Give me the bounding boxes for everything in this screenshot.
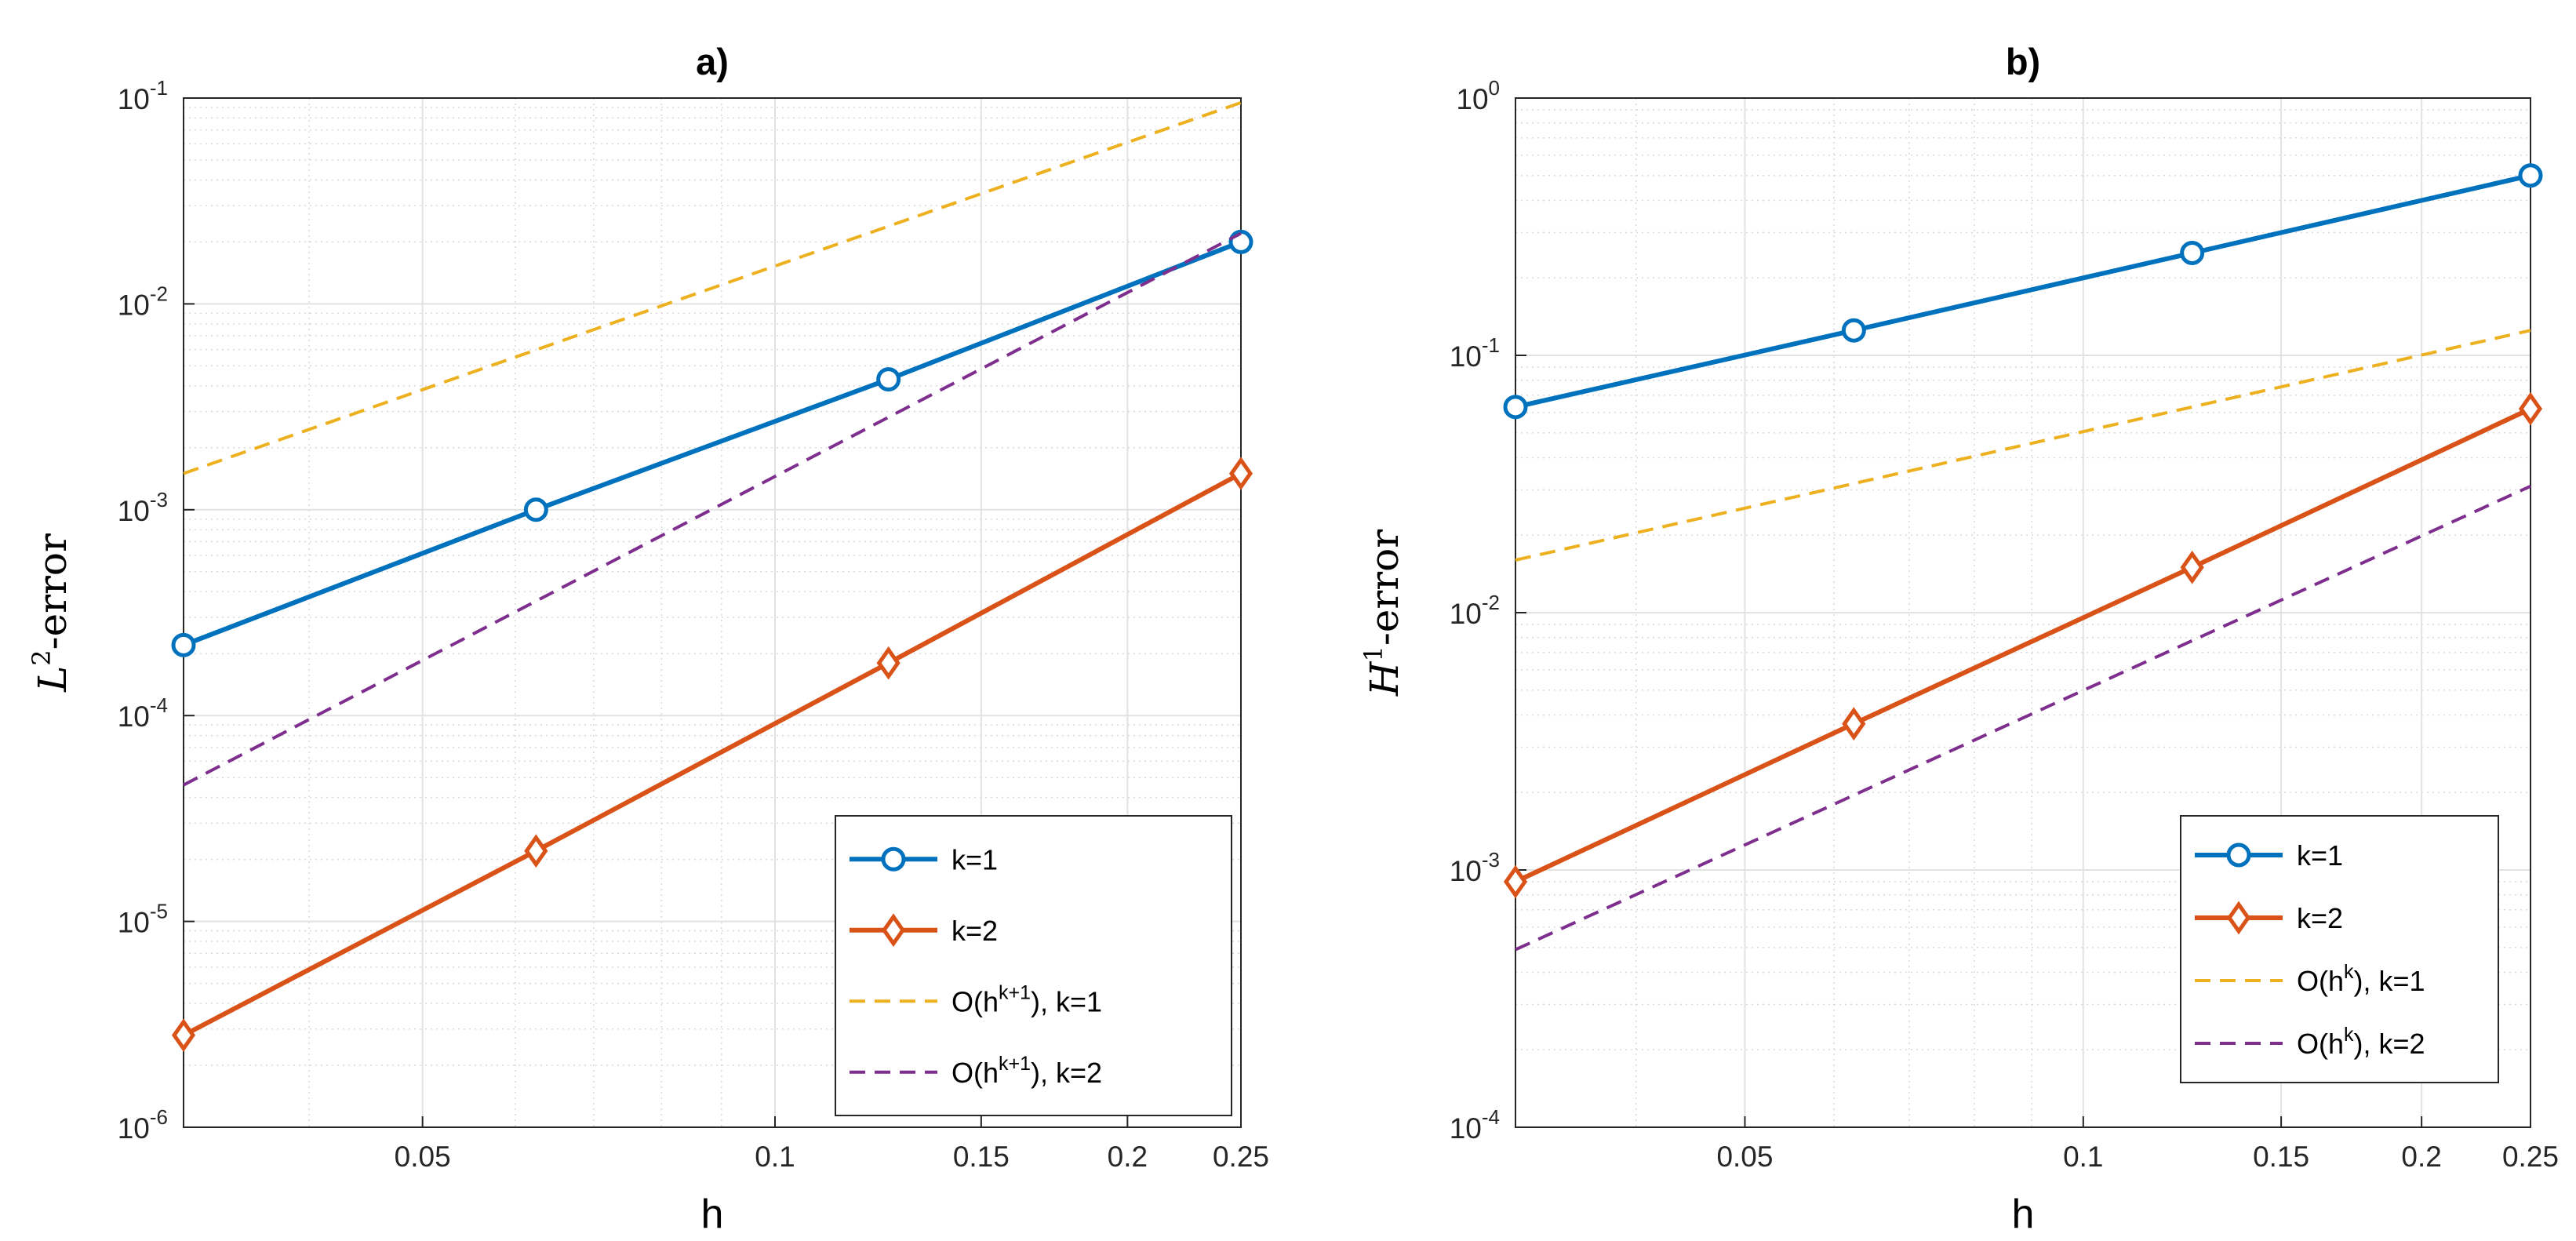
- y-tick-label: 10-4: [1450, 1105, 1500, 1145]
- legend-marker: [881, 846, 906, 872]
- series-3: [1515, 329, 2531, 562]
- y-tick-label: 10-2: [1450, 591, 1500, 630]
- data-point: [1503, 395, 1528, 420]
- legend-label: O(hk+1), k=2: [951, 1053, 1102, 1089]
- series-line: [183, 231, 1242, 787]
- legend-label: k=1: [2297, 839, 2343, 872]
- legend-label: k=1: [951, 843, 998, 875]
- series-line: [1515, 484, 2531, 952]
- y-axis-label: H1-error: [1359, 530, 1407, 697]
- y-tick-label: 10-5: [118, 900, 168, 939]
- y-tick-label: 10-3: [1450, 848, 1500, 887]
- data-point: [171, 632, 196, 657]
- data-point: [171, 1018, 196, 1053]
- x-tick-label: 0.05: [1716, 1141, 1773, 1173]
- data-point: [2180, 550, 2204, 584]
- panel-b: 0.05 0.1 0.15 0.2 0.25 10-4 10-3 10-2 10-1 100 b) h…: [1359, 41, 2559, 1237]
- data-point: [876, 646, 901, 680]
- legend-label: O(hk), k=2: [2297, 1024, 2425, 1060]
- series-line: [183, 100, 1242, 475]
- series-4: [1515, 484, 2531, 952]
- legend: k=1 k=2 O(hk+1), k=1 O(hk+1), k=2: [835, 815, 1232, 1116]
- x-tick-label: 0.1: [755, 1141, 795, 1173]
- y-tick-label: 10-1: [118, 76, 168, 115]
- y-tick-label: 10-3: [118, 488, 168, 527]
- series-2: [171, 457, 1253, 1053]
- data-point: [524, 834, 548, 868]
- series-3: [183, 100, 1242, 475]
- legend-label: O(hk), k=1: [2297, 961, 2425, 997]
- legend-marker: [881, 913, 906, 948]
- x-tick-label: 0.2: [2401, 1141, 2441, 1173]
- series-line: [182, 239, 1243, 648]
- y-axis-label: L2-error: [27, 533, 75, 693]
- x-tick-label: 0.05: [395, 1141, 451, 1173]
- legend-marker: [2226, 842, 2251, 868]
- x-axis-label: h: [2012, 1192, 2035, 1237]
- axes-box: [183, 97, 1242, 1128]
- series-4: [183, 231, 1242, 787]
- data-point: [2518, 163, 2543, 188]
- x-tick-label: 0.25: [1213, 1141, 1269, 1173]
- y-tick-label: 10-4: [118, 693, 168, 733]
- series-line: [1515, 329, 2531, 562]
- data-point: [1842, 707, 1866, 741]
- legend: k=1 k=2 O(hk), k=1 O(hk), k=2: [2180, 815, 2499, 1083]
- panel-title: b): [2006, 41, 2040, 82]
- series-1: [1503, 163, 2543, 420]
- data-point: [876, 367, 901, 392]
- x-tick-label: 0.1: [2063, 1141, 2103, 1173]
- legend-label: O(hk+1), k=1: [951, 981, 1102, 1017]
- data-point: [1503, 864, 1528, 899]
- x-tick-label: 0.2: [1108, 1141, 1148, 1173]
- y-tick-label: 10-2: [118, 282, 168, 321]
- legend-label: k=2: [951, 915, 998, 947]
- data-point: [2518, 391, 2543, 426]
- panel-a: 0.05 0.1 0.15 0.2 0.25 10-6 10-5 10-4 10-3 10-2 10…: [27, 41, 1269, 1237]
- data-point: [1228, 457, 1253, 490]
- x-tick-label: 0.15: [953, 1141, 1010, 1173]
- legend-label: k=2: [2297, 902, 2343, 934]
- data-point: [2180, 240, 2205, 265]
- series-line: [182, 471, 1243, 1038]
- series-line: [1514, 406, 2532, 884]
- series-2: [1503, 391, 2543, 899]
- x-tick-label: 0.15: [2253, 1141, 2309, 1173]
- x-tick-label: 0.25: [2502, 1141, 2559, 1173]
- data-point: [1841, 318, 1866, 343]
- legend-marker: [2226, 901, 2251, 935]
- x-axis-label: h: [701, 1192, 724, 1237]
- panel-title: a): [696, 41, 729, 82]
- series-line: [1515, 173, 2531, 409]
- series-1: [171, 229, 1253, 657]
- y-tick-label: 100: [1456, 76, 1500, 115]
- y-tick-label: 10-6: [118, 1105, 168, 1145]
- y-tick-label: 10-1: [1450, 333, 1500, 373]
- data-point: [523, 497, 548, 522]
